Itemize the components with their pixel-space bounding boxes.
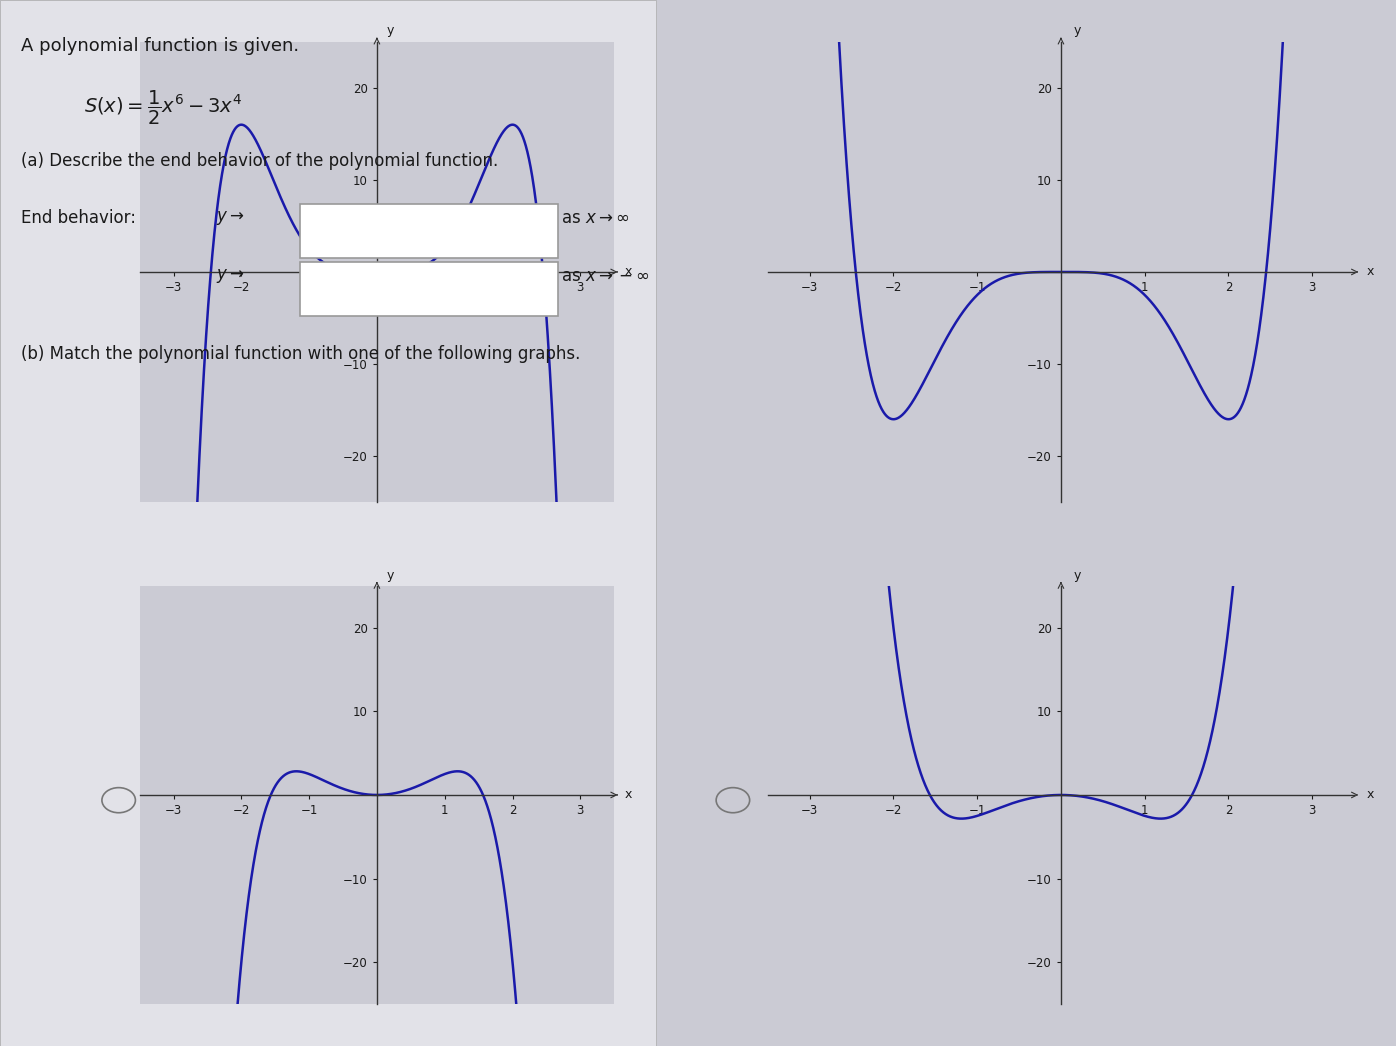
Text: as $x \rightarrow -\infty$: as $x \rightarrow -\infty$ <box>561 267 651 285</box>
Text: y: y <box>1074 569 1081 582</box>
Text: x: x <box>624 266 632 278</box>
Text: (a) Describe the end behavior of the polynomial function.: (a) Describe the end behavior of the pol… <box>21 152 498 169</box>
Text: A polynomial function is given.: A polynomial function is given. <box>21 37 299 54</box>
Text: y: y <box>387 24 395 38</box>
Text: End behavior:: End behavior: <box>21 209 135 227</box>
Text: y: y <box>1074 24 1081 38</box>
Text: x: x <box>1367 789 1374 801</box>
Text: y: y <box>387 569 395 582</box>
Text: $y \rightarrow$: $y \rightarrow$ <box>216 209 246 227</box>
Text: as $x \rightarrow \infty$: as $x \rightarrow \infty$ <box>561 209 630 227</box>
Text: x: x <box>624 789 632 801</box>
Text: x: x <box>1367 266 1374 278</box>
Text: $y \rightarrow$: $y \rightarrow$ <box>216 267 246 285</box>
Text: $S(x) = \dfrac{1}{2}x^6 - 3x^4$: $S(x) = \dfrac{1}{2}x^6 - 3x^4$ <box>84 89 242 127</box>
Text: (b) Match the polynomial function with one of the following graphs.: (b) Match the polynomial function with o… <box>21 345 581 363</box>
